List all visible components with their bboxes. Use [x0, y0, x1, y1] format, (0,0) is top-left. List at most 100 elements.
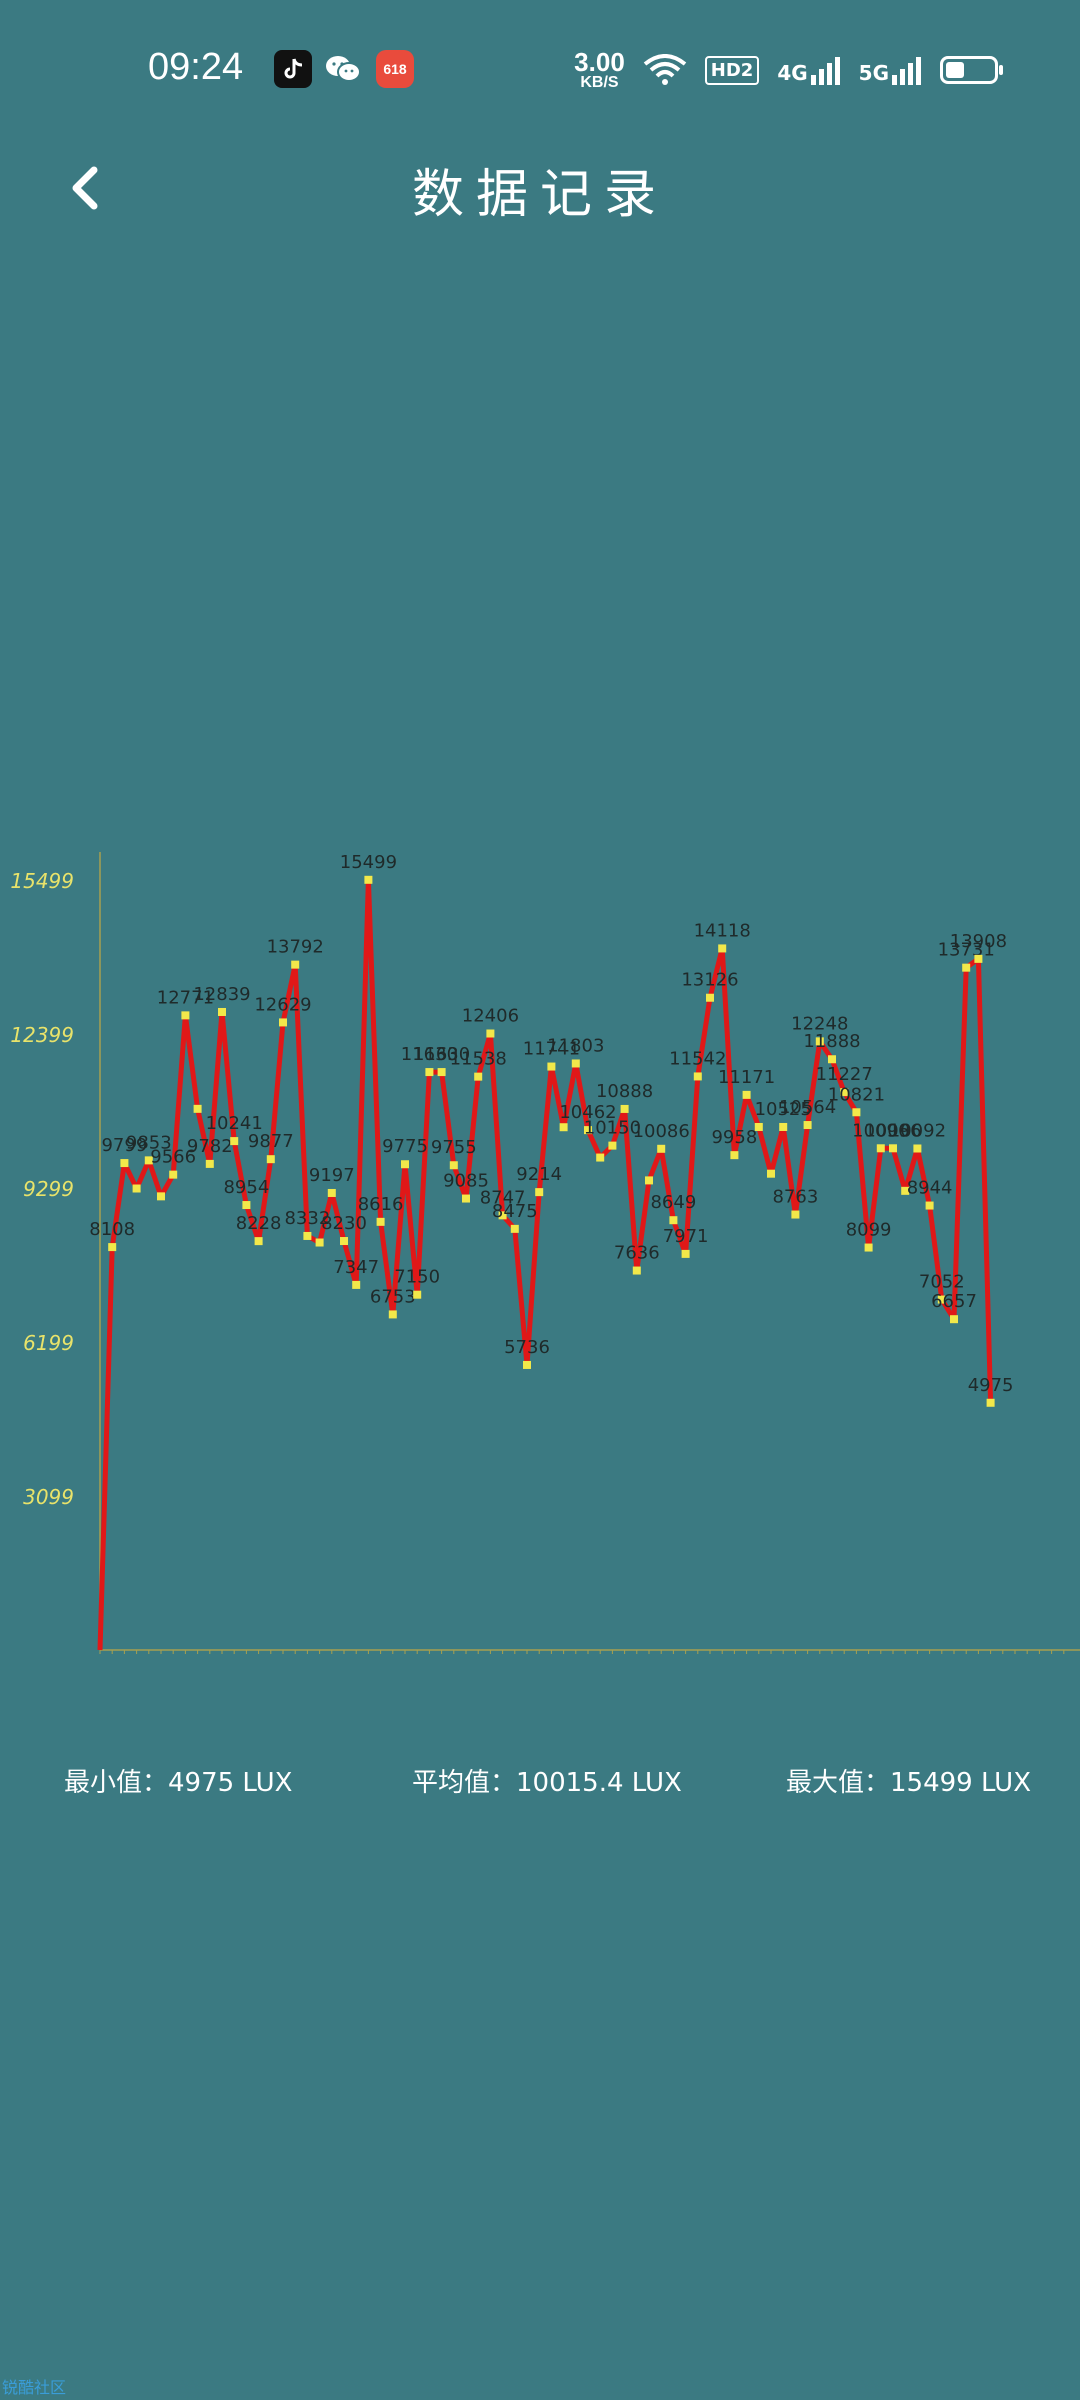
data-label: 8108	[89, 1219, 135, 1240]
data-point	[559, 1123, 568, 1132]
page-title: 数据记录	[411, 165, 668, 225]
data-label: 13792	[267, 937, 324, 958]
data-point	[815, 1037, 824, 1046]
hd-icon: HD2	[704, 55, 760, 85]
data-point	[681, 1249, 690, 1258]
data-point	[169, 1170, 178, 1179]
y-tick-label: 3099	[23, 1485, 74, 1509]
data-point	[315, 1238, 324, 1247]
data-point	[620, 1104, 629, 1113]
data-point	[388, 1310, 397, 1319]
data-point	[157, 1192, 165, 1201]
data-label: 7052	[919, 1272, 965, 1293]
data-label: 7150	[394, 1267, 440, 1288]
data-point	[706, 993, 714, 1002]
data-point	[462, 1194, 470, 1203]
data-label: 9755	[431, 1137, 477, 1158]
data-label: 11227	[816, 1064, 873, 1085]
data-label: 9197	[309, 1165, 355, 1186]
status-icons: 3.00 KB/S HD2 4G 5G	[574, 48, 1003, 92]
data-label: 12629	[254, 994, 311, 1015]
data-point	[693, 1072, 702, 1081]
data-point	[730, 1151, 739, 1160]
data-label: 8649	[650, 1192, 696, 1213]
data-label: 8944	[907, 1178, 953, 1199]
series-line	[97, 877, 994, 1651]
data-point	[437, 1068, 446, 1077]
data-point	[230, 1137, 239, 1146]
data-point	[754, 1122, 763, 1131]
back-button[interactable]	[64, 160, 108, 216]
data-label: 5736	[504, 1337, 550, 1358]
data-point	[913, 1144, 922, 1153]
data-label: 9853	[126, 1132, 172, 1153]
data-point	[486, 1029, 495, 1038]
min-value: 最小值：4975 LUX	[64, 1768, 293, 1798]
data-point	[132, 1184, 141, 1193]
data-point	[645, 1176, 653, 1185]
y-tick-label: 6199	[23, 1331, 74, 1355]
data-point	[108, 1243, 117, 1252]
data-label: 10241	[206, 1113, 263, 1134]
max-value: 最大值：15499 LUX	[786, 1768, 1032, 1798]
data-point	[510, 1224, 519, 1233]
data-point	[547, 1062, 556, 1071]
data-label: 11741	[523, 1039, 580, 1060]
stats-row: 最小值：4975 LUX 平均值：10015.4 LUX 最大值：15499 L…	[0, 1762, 1080, 1802]
data-point	[498, 1211, 507, 1220]
data-point	[669, 1216, 678, 1225]
data-label: 7971	[663, 1226, 709, 1247]
data-label: 14118	[694, 920, 751, 941]
data-label: 8099	[846, 1220, 892, 1241]
data-label: 9566	[150, 1147, 196, 1168]
battery-icon	[940, 56, 1003, 84]
data-point	[474, 1072, 483, 1081]
data-label: 11538	[450, 1049, 507, 1070]
data-point	[242, 1201, 251, 1210]
status-bar: 09:24 618 3.00 KB/S	[0, 0, 1080, 140]
data-label: 8954	[223, 1177, 269, 1198]
data-point	[535, 1188, 544, 1197]
data-point	[205, 1159, 214, 1168]
data-point	[864, 1243, 873, 1252]
data-point	[876, 1144, 885, 1153]
data-point	[840, 1088, 849, 1097]
chevron-left-icon	[72, 166, 98, 210]
data-label: 11542	[669, 1048, 726, 1069]
data-point	[791, 1210, 800, 1219]
data-label: 7636	[614, 1243, 660, 1264]
status-time: 09:24	[148, 46, 244, 88]
data-label: 9085	[443, 1171, 489, 1192]
data-point	[120, 1159, 129, 1168]
data-label: 10086	[633, 1121, 690, 1142]
data-point	[584, 1126, 592, 1135]
data-point	[340, 1237, 348, 1246]
data-label: 7347	[333, 1257, 379, 1278]
data-point	[803, 1121, 812, 1130]
data-label: 8747	[480, 1187, 526, 1208]
data-label: 10096	[864, 1120, 921, 1141]
y-tick-label: 12399	[10, 1023, 74, 1047]
data-label: 11803	[547, 1035, 604, 1056]
data-label: 9775	[382, 1136, 428, 1157]
data-label: 10150	[584, 1118, 641, 1139]
data-label: 10564	[779, 1097, 836, 1118]
data-point	[279, 1018, 287, 1027]
data-point	[828, 1055, 836, 1064]
data-point	[181, 1011, 190, 1020]
data-label: 8763	[772, 1187, 818, 1208]
data-point	[889, 1144, 897, 1153]
data-point	[950, 1315, 958, 1324]
data-label: 9877	[248, 1131, 294, 1152]
data-label: 8332	[284, 1208, 330, 1229]
data-point	[425, 1068, 434, 1077]
data-label: 8616	[358, 1194, 404, 1215]
data-label: 4975	[968, 1375, 1014, 1396]
data-point	[523, 1360, 531, 1369]
data-point	[779, 1122, 788, 1131]
wifi-icon	[643, 54, 687, 85]
data-point	[901, 1186, 910, 1195]
signal-5g-icon: 5G	[859, 55, 922, 85]
data-label: 10821	[828, 1084, 885, 1105]
